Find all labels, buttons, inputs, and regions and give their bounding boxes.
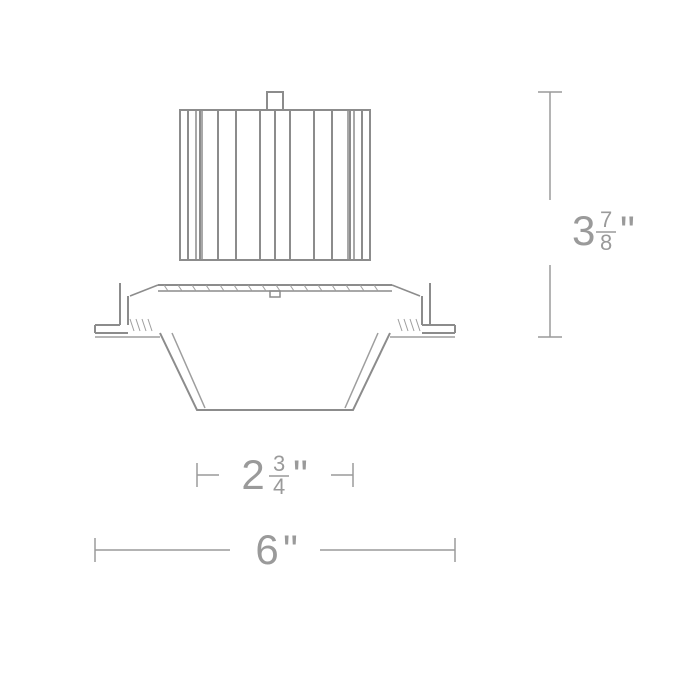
- svg-text:8: 8: [600, 230, 612, 255]
- svg-text:6: 6: [255, 526, 278, 573]
- dim-height: 378 ": [572, 207, 635, 255]
- svg-text:2: 2: [241, 451, 264, 498]
- svg-text:": ": [620, 207, 635, 254]
- svg-text:3: 3: [273, 451, 285, 476]
- svg-text:4: 4: [273, 474, 285, 499]
- technical-drawing: 378"234"6": [0, 0, 700, 700]
- svg-text:7: 7: [600, 207, 612, 232]
- svg-text:": ": [283, 526, 298, 573]
- svg-text:": ": [293, 451, 308, 498]
- dim-width: 6": [255, 526, 298, 573]
- dim-aperture: 234 ": [241, 451, 308, 499]
- svg-text:3: 3: [572, 207, 595, 254]
